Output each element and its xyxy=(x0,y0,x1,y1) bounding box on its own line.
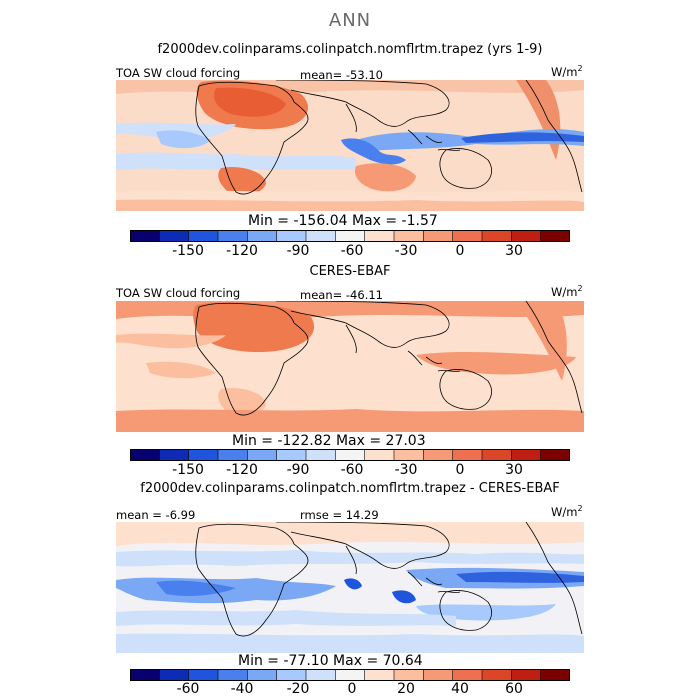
panel-3-colorbar-ticks: -60 -40 -20 0 20 40 60 xyxy=(0,681,700,699)
panel-2-tick: 0 xyxy=(455,462,465,478)
colorbar-swatch xyxy=(276,230,307,242)
panel-2-mean: mean= -46.11 xyxy=(300,288,383,302)
panel-3-tick: 60 xyxy=(505,681,523,697)
colorbar-swatch xyxy=(335,230,366,242)
panel-2-colorbar-ticks: -150 -120 -90 -60 -30 0 30 xyxy=(0,462,700,480)
panel-2-tick: -60 xyxy=(340,462,364,478)
panel-1-colorbar xyxy=(130,230,570,242)
colorbar-swatch xyxy=(247,449,278,461)
colorbar-swatch xyxy=(305,669,337,681)
panel-1-mean: mean= -53.10 xyxy=(300,68,383,82)
panel-2-field-label: TOA SW cloud forcing xyxy=(116,286,241,300)
colorbar-swatch xyxy=(335,449,366,461)
panel-3-minmax: Min = -77.10 Max = 70.64 xyxy=(238,653,423,669)
panel-2-tick: 30 xyxy=(505,462,523,478)
colorbar-swatch xyxy=(130,230,161,242)
colorbar-swatch xyxy=(159,669,190,681)
panel-1-colorbar-ticks: -150 -120 -90 -60 -30 0 30 xyxy=(0,243,700,261)
colorbar-swatch xyxy=(423,449,454,461)
panel-1-field-label: TOA SW cloud forcing xyxy=(116,66,241,80)
panel-3-rmse: rmse = 14.29 xyxy=(300,508,379,522)
panel-1-tick: 30 xyxy=(505,243,523,259)
panel-1-units: W/m2 xyxy=(551,64,583,79)
panel-1-tick: 0 xyxy=(455,243,465,259)
colorbar-swatch xyxy=(511,669,542,681)
colorbar-swatch xyxy=(452,230,483,242)
panel-2-tick: -150 xyxy=(172,462,204,478)
colorbar-swatch xyxy=(335,669,366,681)
colorbar-swatch xyxy=(130,449,161,461)
panel-2-tick: -30 xyxy=(394,462,418,478)
panel-3-colorbar xyxy=(130,669,570,681)
panel-3-tick: -20 xyxy=(286,681,310,697)
panel-2-map xyxy=(116,301,584,432)
panel-3-tick: 40 xyxy=(451,681,469,697)
panel-3-tick: -60 xyxy=(176,681,200,697)
panel-2-tick: -120 xyxy=(226,462,258,478)
colorbar-swatch xyxy=(540,230,570,242)
colorbar-swatch xyxy=(423,230,454,242)
panel-2-units: W/m2 xyxy=(551,284,583,299)
colorbar-swatch xyxy=(452,449,483,461)
colorbar-swatch xyxy=(276,669,307,681)
panel-1-tick: -120 xyxy=(226,243,258,259)
panel-3-tick: -40 xyxy=(230,681,254,697)
panel-2-minmax: Min = -122.82 Max = 27.03 xyxy=(232,433,426,449)
colorbar-swatch xyxy=(276,449,307,461)
panel-1-tick: -30 xyxy=(394,243,418,259)
panel-3-mean: mean = -6.99 xyxy=(116,508,196,522)
panel-1-tick: -60 xyxy=(340,243,364,259)
panel-3-units: W/m2 xyxy=(551,504,583,519)
panel-3-tick: 20 xyxy=(397,681,415,697)
colorbar-swatch xyxy=(481,230,513,242)
colorbar-swatch xyxy=(188,230,219,242)
colorbar-swatch xyxy=(247,230,278,242)
colorbar-swatch xyxy=(305,449,337,461)
colorbar-swatch xyxy=(481,669,513,681)
panel-3-map xyxy=(116,522,584,653)
colorbar-swatch xyxy=(393,449,425,461)
colorbar-swatch xyxy=(393,230,425,242)
colorbar-swatch xyxy=(305,230,337,242)
colorbar-swatch xyxy=(188,449,219,461)
colorbar-swatch xyxy=(159,230,190,242)
panel-2-tick: -90 xyxy=(286,462,310,478)
colorbar-swatch xyxy=(540,669,570,681)
panel-1-tick: -150 xyxy=(172,243,204,259)
colorbar-swatch xyxy=(481,449,513,461)
panel-3-tick: 0 xyxy=(347,681,357,697)
colorbar-swatch xyxy=(130,669,161,681)
panel-2-colorbar xyxy=(130,449,570,461)
colorbar-swatch xyxy=(423,669,454,681)
colorbar-swatch xyxy=(364,449,395,461)
panel-1-map xyxy=(116,80,584,211)
colorbar-swatch xyxy=(217,669,249,681)
colorbar-swatch xyxy=(540,449,570,461)
panel-1-minmax: Min = -156.04 Max = -1.57 xyxy=(248,213,438,229)
page-title: ANN xyxy=(328,10,372,31)
panel-2-title: CERES-EBAF xyxy=(309,264,391,279)
colorbar-swatch xyxy=(452,669,483,681)
colorbar-swatch xyxy=(393,669,425,681)
panel-1-title: f2000dev.colinparams.colinpatch.nomflrtm… xyxy=(157,42,543,57)
panel-1-tick: -90 xyxy=(286,243,310,259)
colorbar-swatch xyxy=(511,230,542,242)
colorbar-swatch xyxy=(188,669,219,681)
colorbar-swatch xyxy=(217,230,249,242)
colorbar-swatch xyxy=(159,449,190,461)
colorbar-swatch xyxy=(364,669,395,681)
colorbar-swatch xyxy=(217,449,249,461)
panel-3-title: f2000dev.colinparams.colinpatch.nomflrtm… xyxy=(140,481,560,496)
colorbar-swatch xyxy=(511,449,542,461)
colorbar-swatch xyxy=(364,230,395,242)
colorbar-swatch xyxy=(247,669,278,681)
